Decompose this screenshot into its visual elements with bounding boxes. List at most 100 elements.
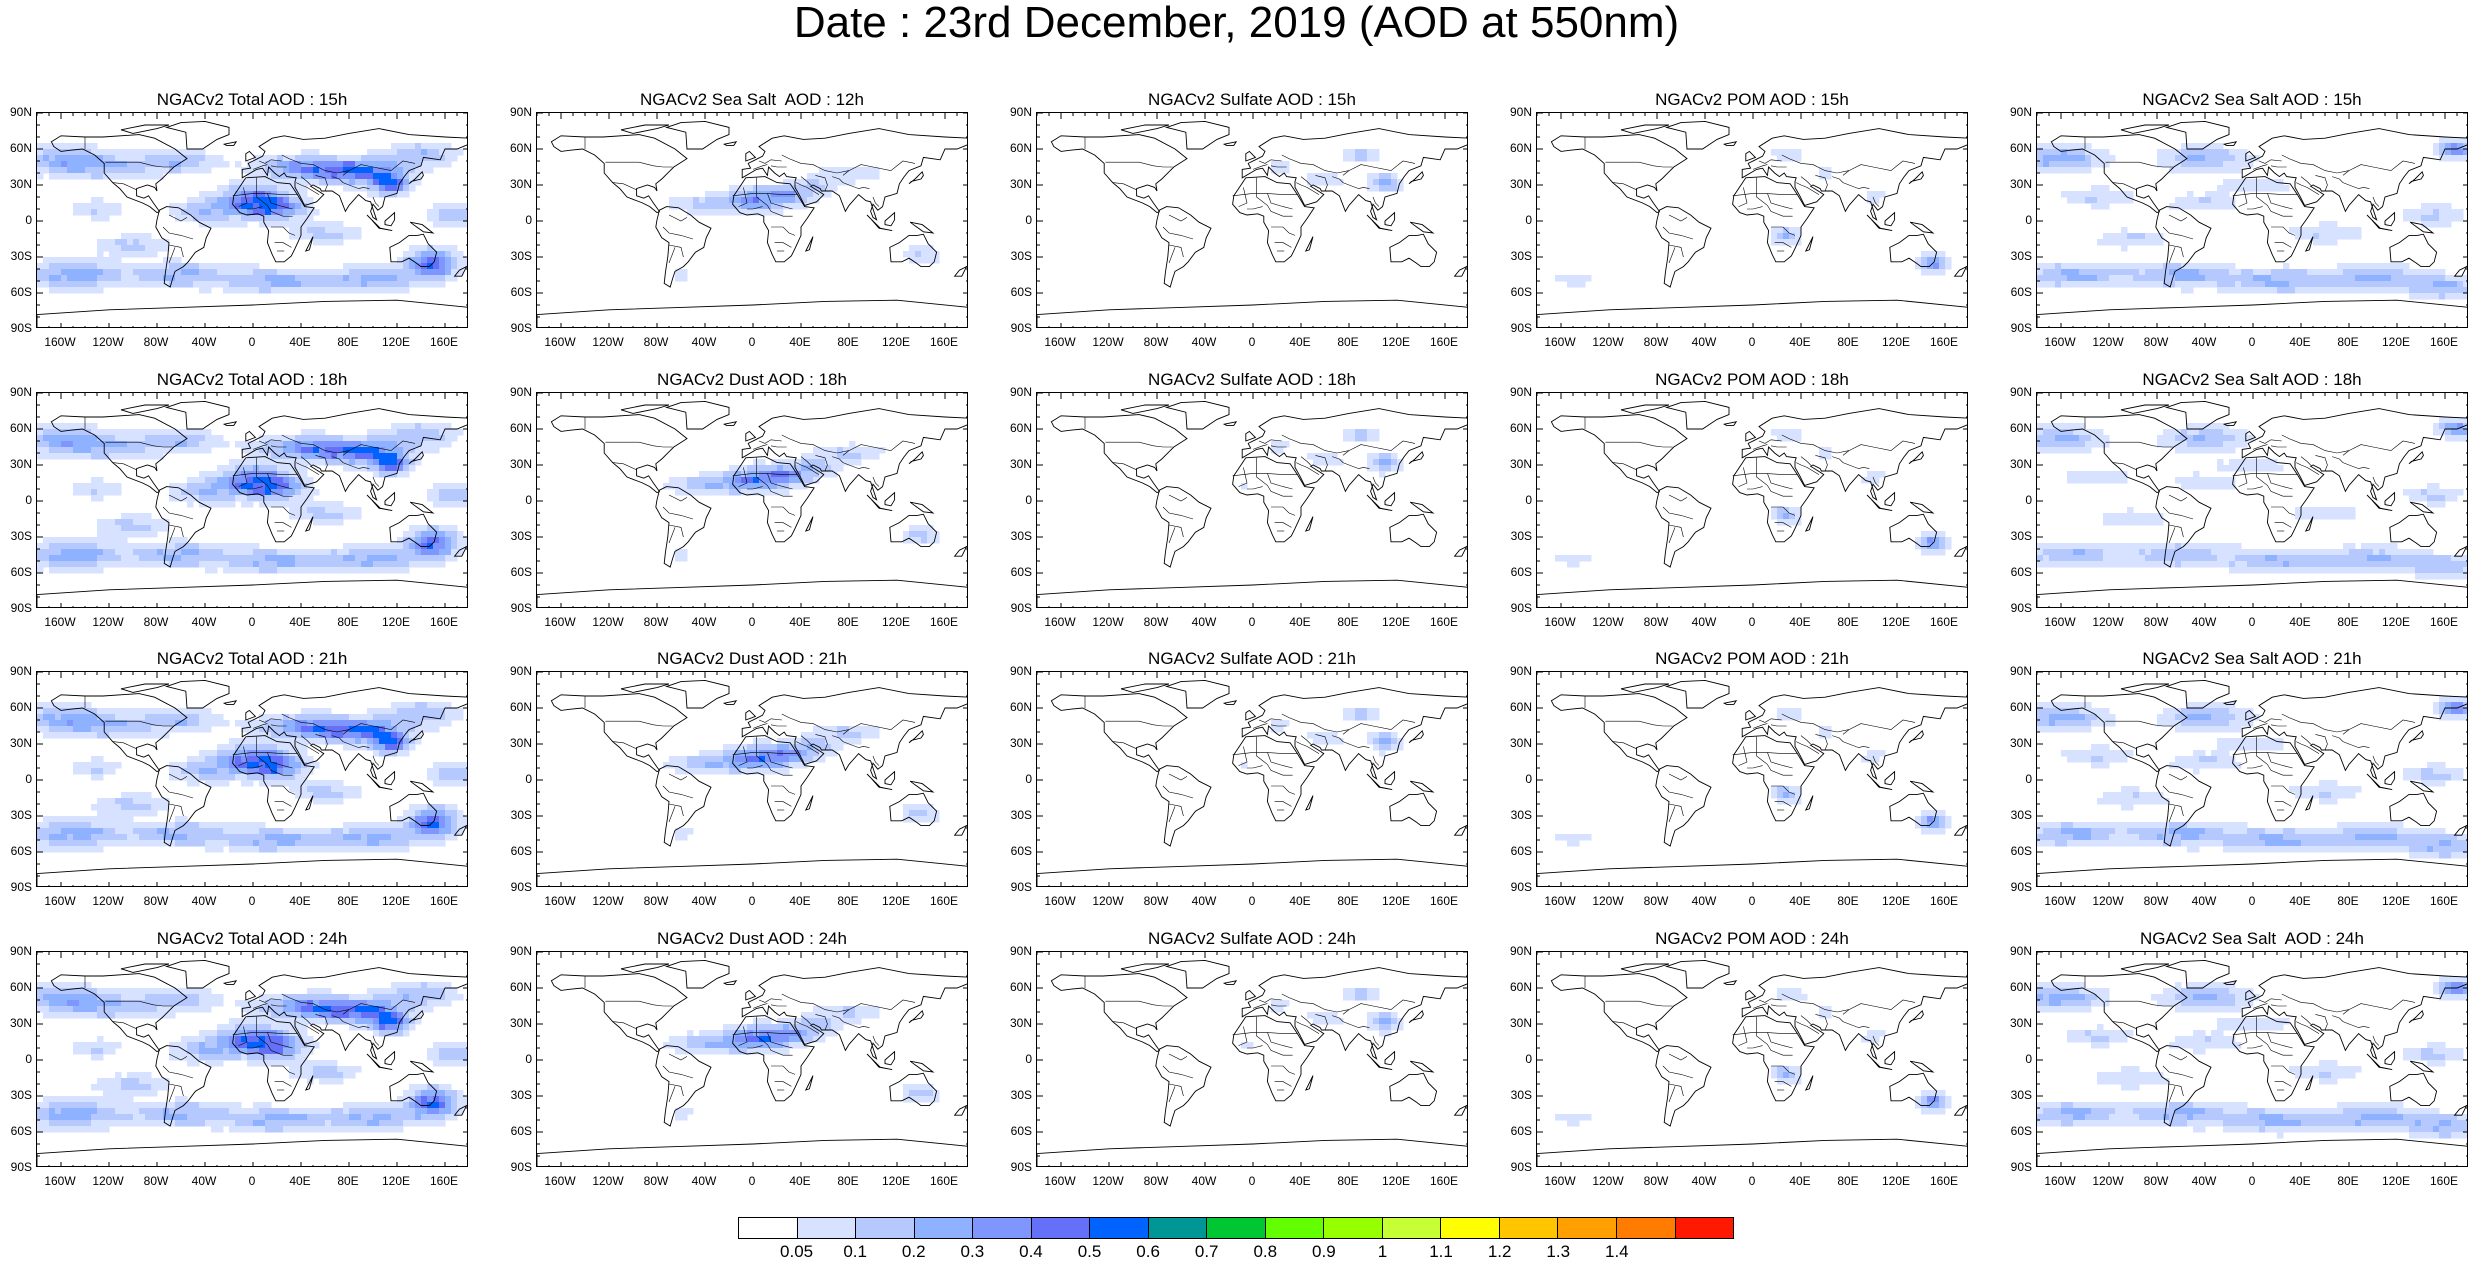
country-border	[2163, 227, 2193, 239]
longitude-label: 160E	[924, 1174, 964, 1188]
longitude-label: 120W	[88, 1174, 128, 1188]
coastline	[1233, 736, 1315, 821]
world-map	[36, 112, 468, 328]
longitude-label: 80W	[1136, 335, 1176, 349]
country-border	[2271, 725, 2287, 726]
colorbar-swatch	[1266, 1218, 1325, 1238]
latitude-label: 0	[0, 214, 32, 226]
coastline	[1242, 409, 1468, 500]
country-border	[1169, 1054, 1187, 1060]
longitude-label: 0	[1732, 1174, 1772, 1188]
world-map	[1036, 112, 1468, 328]
country-border	[1801, 177, 1811, 185]
country-border	[1267, 473, 1292, 489]
world-map	[1036, 671, 1468, 887]
longitude-label: 160W	[1540, 615, 1580, 629]
latitude-label: 60N	[2000, 422, 2032, 434]
latitude-label: 0	[1500, 214, 1532, 226]
country-border	[2301, 736, 2311, 744]
country-border	[2275, 1082, 2292, 1087]
coastline	[910, 1061, 933, 1072]
coastline	[1910, 1061, 1933, 1072]
latitude-label: 60S	[1000, 845, 1032, 857]
latitude-label: 0	[0, 1053, 32, 1065]
country-border	[169, 525, 183, 537]
country-border	[1663, 786, 1693, 798]
latitude-label: 60S	[1000, 1125, 1032, 1137]
country-border	[669, 247, 675, 263]
latitude-label: 30S	[1000, 1089, 1032, 1101]
country-border	[2247, 766, 2263, 768]
country-border	[1663, 507, 1693, 519]
country-border	[669, 245, 683, 257]
longitude-label: 120E	[376, 615, 416, 629]
longitude-label: 120E	[1376, 615, 1416, 629]
latitude-label: 90S	[1000, 1161, 1032, 1173]
longitude-label: 120W	[1588, 615, 1628, 629]
country-border	[2332, 736, 2369, 748]
longitude-label: 0	[2232, 335, 2272, 349]
panel-title: NGACv2 Total AOD : 18h	[36, 370, 468, 390]
coastline	[1385, 213, 1395, 226]
longitude-label: 120E	[1376, 1174, 1416, 1188]
coastline	[1156, 207, 1211, 287]
country-border	[2259, 440, 2282, 444]
coastline	[746, 710, 756, 720]
country-border	[2296, 1022, 2319, 1034]
panel-title: NGACv2 Sulfate AOD : 24h	[1036, 929, 1468, 949]
longitude-label: 120W	[2088, 335, 2128, 349]
latitude-label: 0	[1000, 773, 1032, 785]
country-border	[669, 1086, 675, 1102]
world-map	[2036, 112, 2468, 328]
coastline	[955, 267, 967, 277]
latitude-label: 60S	[0, 845, 32, 857]
latitude-label: 30S	[1500, 809, 1532, 821]
longitude-label: 120E	[1876, 615, 1916, 629]
country-border	[1669, 527, 1675, 543]
coastline	[885, 772, 895, 785]
latitude-label: 0	[1000, 214, 1032, 226]
coastline	[385, 213, 395, 226]
longitude-label: 160E	[924, 615, 964, 629]
country-border	[2267, 193, 2292, 209]
country-border	[169, 1086, 175, 1102]
country-border	[669, 215, 687, 221]
coastline	[1667, 401, 1729, 429]
country-border	[1233, 473, 1298, 475]
longitude-label: 0	[1732, 615, 1772, 629]
country-border	[2259, 999, 2282, 1003]
country-border	[1747, 487, 1763, 489]
country-border	[2169, 215, 2187, 221]
coastline	[224, 701, 236, 705]
country-border	[2169, 527, 2175, 543]
latitude-label: 90N	[1500, 945, 1532, 957]
colorbar-swatch	[1617, 1218, 1676, 1238]
latitude-label: 30N	[1500, 458, 1532, 470]
latitude-label: 60S	[0, 1125, 32, 1137]
longitude-label: 80W	[2136, 894, 2176, 908]
longitude-label: 80E	[828, 1174, 868, 1188]
coastline	[1409, 452, 1423, 464]
country-border	[669, 806, 675, 822]
coastline	[121, 125, 169, 133]
latitude-label: 30S	[2000, 250, 2032, 262]
country-border	[1169, 495, 1187, 501]
longitude-label: 40E	[2280, 894, 2320, 908]
coastline	[2455, 547, 2467, 557]
country-border	[1113, 183, 1137, 190]
country-border	[113, 183, 137, 190]
latitude-label: 90S	[500, 602, 532, 614]
country-border	[771, 786, 795, 794]
longitude-label: 80W	[1636, 894, 1676, 908]
country-border	[163, 786, 193, 798]
coastline	[1621, 684, 1669, 692]
longitude-label: 40W	[1684, 1174, 1724, 1188]
country-border	[1247, 207, 1263, 209]
longitude-label: 40E	[1280, 1174, 1320, 1188]
coastline	[806, 517, 813, 531]
latitude-label: 90S	[1000, 881, 1032, 893]
coastline	[1955, 267, 1967, 277]
country-border	[1767, 473, 1792, 489]
latitude-label: 30S	[1500, 250, 1532, 262]
